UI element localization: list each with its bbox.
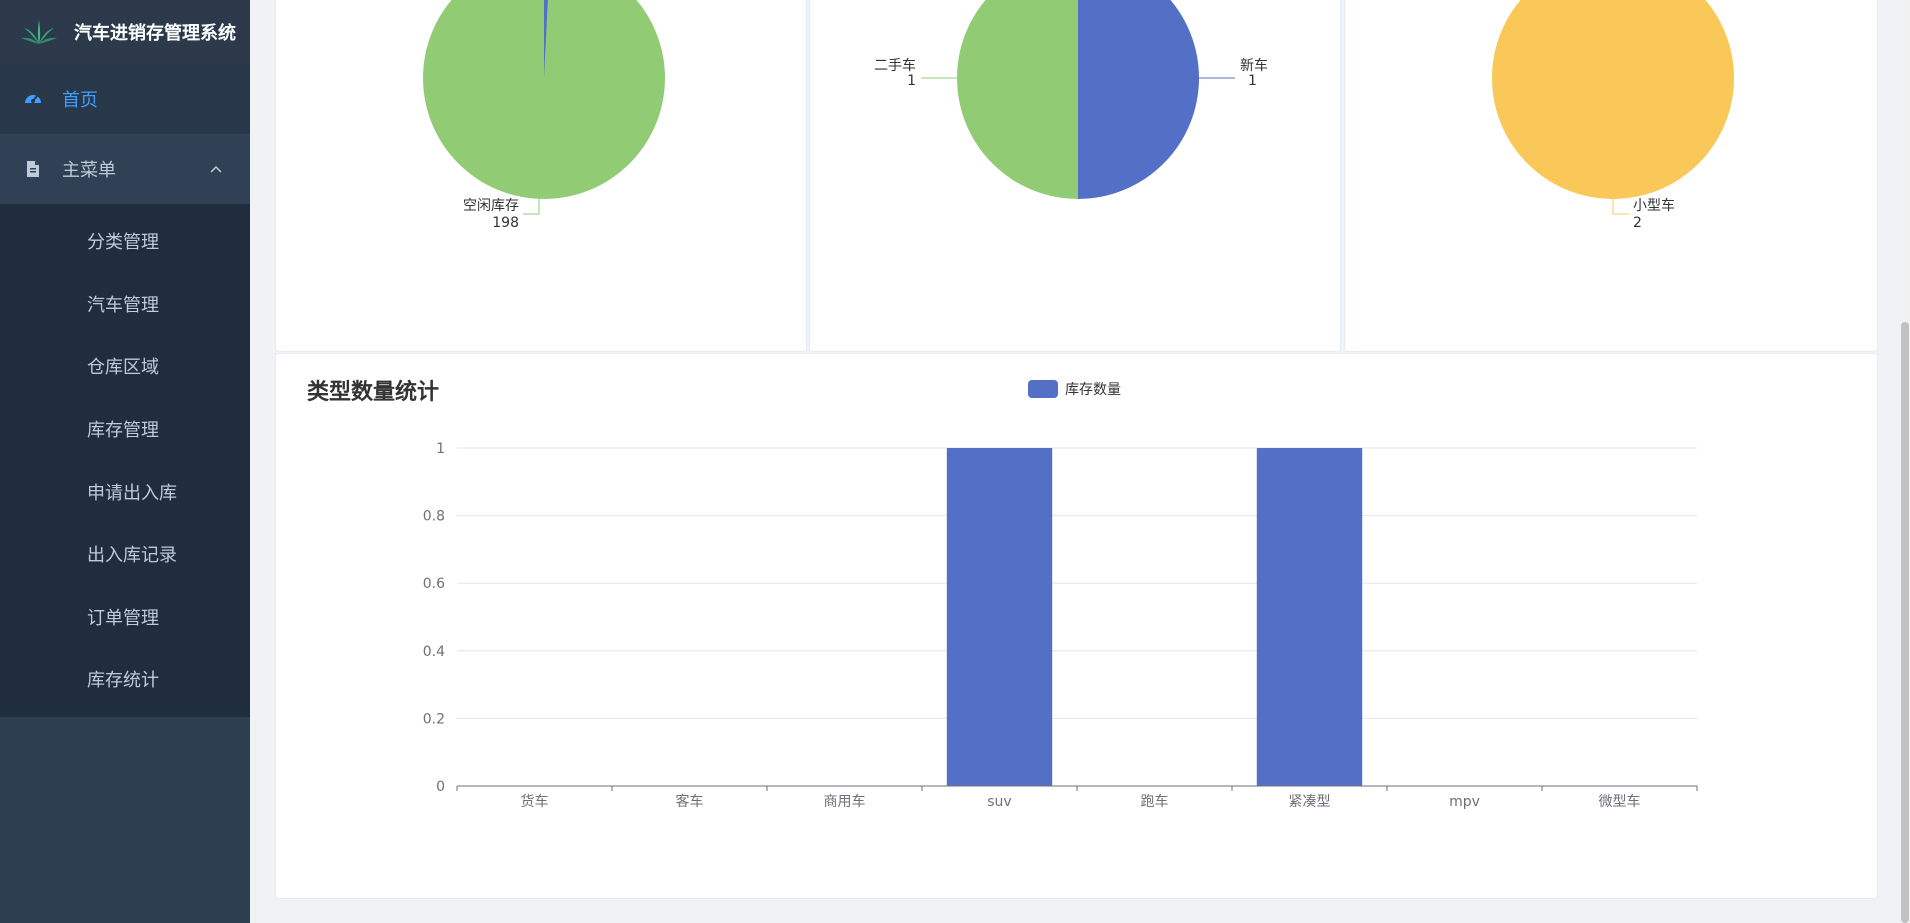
pie-slice-idle-stock[interactable] (423, 0, 665, 199)
dashboard-icon (25, 95, 41, 103)
x-tick-label: 紧凑型 (1289, 793, 1331, 810)
x-tick-label: suv (987, 794, 1011, 810)
x-tick-label: mpv (1449, 794, 1480, 810)
x-tick-label: 微型车 (1599, 793, 1641, 810)
pie-value-idle-stock: 198 (492, 215, 519, 231)
menu-item-home-label: 首页 (62, 90, 98, 111)
sidebar-item-label: 出入库记录 (87, 545, 177, 567)
x-tick-label: 货车 (521, 793, 549, 810)
pie-label-line (523, 198, 540, 215)
y-tick-label: 0.8 (423, 509, 445, 525)
y-tick-label: 0.4 (423, 644, 445, 660)
sidebar-item-warehouse-area[interactable]: 仓库区域 (0, 335, 250, 398)
sidebar-item-inventory[interactable]: 库存管理 (0, 398, 250, 461)
legend-label: 库存数量 (1065, 382, 1121, 398)
scrollbar-thumb[interactable] (1901, 322, 1909, 923)
vertical-scrollbar[interactable] (1900, 0, 1910, 923)
main-content: 空闲库存 198 二手车 1 新车 1 小型车 2 类型数量统计 (250, 0, 1910, 923)
pie-slice-new-car[interactable] (1078, 0, 1199, 199)
app-logo[interactable]: 汽车进销存管理系统 (0, 0, 250, 64)
sidebar-item-label: 订单管理 (87, 607, 159, 629)
pie-label-used-car: 二手车 (874, 57, 916, 74)
pie-slice-used-car[interactable] (957, 0, 1078, 199)
chart-title: 类型数量统计 (307, 380, 440, 405)
sidebar-item-orders[interactable]: 订单管理 (0, 586, 250, 649)
menu-item-main-menu-label: 主菜单 (62, 160, 116, 181)
legend-swatch (1028, 380, 1058, 398)
chevron-up-icon[interactable] (208, 161, 224, 177)
pie-slice-small-car[interactable] (1492, 0, 1734, 199)
pie-value-used-car: 1 (907, 73, 916, 89)
sidebar-item-label: 汽车管理 (87, 294, 159, 316)
sidebar-item-apply-inout[interactable]: 申请出入库 (0, 460, 250, 523)
sidebar-item-stock-stats[interactable]: 库存统计 (0, 648, 250, 711)
sidebar-item-category[interactable]: 分类管理 (0, 210, 250, 273)
chart-legend[interactable]: 库存数量 (1028, 380, 1121, 398)
pie-value-small-car: 2 (1633, 215, 1642, 231)
sidebar-item-label: 库存统计 (87, 670, 159, 692)
pie-value-new-car: 1 (1248, 73, 1257, 89)
y-tick-label: 1 (436, 441, 445, 457)
bar-紧凑型[interactable] (1256, 448, 1363, 786)
size-pie-chart: 小型车 2 (1492, 0, 1734, 231)
logo-icon (21, 20, 57, 44)
menu-item-main-menu[interactable]: 主菜单 (0, 134, 250, 204)
pie-label-line (1612, 199, 1629, 215)
submenu: 分类管理 汽车管理 仓库区域 库存管理 申请出入库 出入库记录 订单管理 库存统… (0, 204, 250, 717)
sidebar-item-cars[interactable]: 汽车管理 (0, 273, 250, 336)
type-count-bar-chart: 库存数量 0 0.2 0.4 0.6 0.8 1 货车 客车 商用车 suv 跑车 紧凑型 mpv 微型车 (423, 380, 1698, 810)
stock-pie-card: 空闲库存 198 (275, 0, 807, 352)
x-tick-label: 商用车 (824, 793, 866, 810)
pie-label-idle-stock: 空闲库存 (463, 198, 519, 214)
sidebar-item-label: 分类管理 (87, 232, 159, 254)
y-tick-label: 0 (436, 779, 445, 795)
sidebar-item-inout-records[interactable]: 出入库记录 (0, 523, 250, 586)
sidebar-item-label: 库存管理 (87, 420, 159, 442)
type-count-card: 类型数量统计 库存数量 0 0.2 0.4 0.6 0.8 1 货车 客车 商用车 suv 跑车 紧凑… (275, 353, 1878, 899)
sidebar-item-label: 申请出入库 (87, 482, 177, 504)
pie-label-small-car: 小型车 (1633, 197, 1675, 214)
pie-label-new-car: 新车 (1240, 57, 1268, 74)
document-icon (27, 161, 39, 177)
y-tick-label: 0.6 (423, 576, 445, 592)
size-pie-card: 小型车 2 (1344, 0, 1878, 352)
y-tick-label: 0.2 (423, 711, 445, 727)
x-tick-label: 跑车 (1141, 793, 1169, 810)
sidebar-item-label: 仓库区域 (87, 357, 159, 379)
menu-item-home[interactable]: 首页 (0, 64, 250, 134)
stock-pie-chart: 空闲库存 198 (423, 0, 665, 231)
bar-suv[interactable] (946, 448, 1053, 786)
app-title: 汽车进销存管理系统 (74, 23, 236, 44)
x-tick-label: 客车 (676, 793, 704, 810)
pie-slice-occupied[interactable] (544, 0, 550, 78)
condition-pie-card: 二手车 1 新车 1 (809, 0, 1341, 352)
condition-pie-chart: 二手车 1 新车 1 (874, 0, 1268, 199)
sidebar: 汽车进销存管理系统 首页 主菜单 分类管理 汽车管理 仓库区域 库存管理 申请出… (0, 0, 250, 923)
